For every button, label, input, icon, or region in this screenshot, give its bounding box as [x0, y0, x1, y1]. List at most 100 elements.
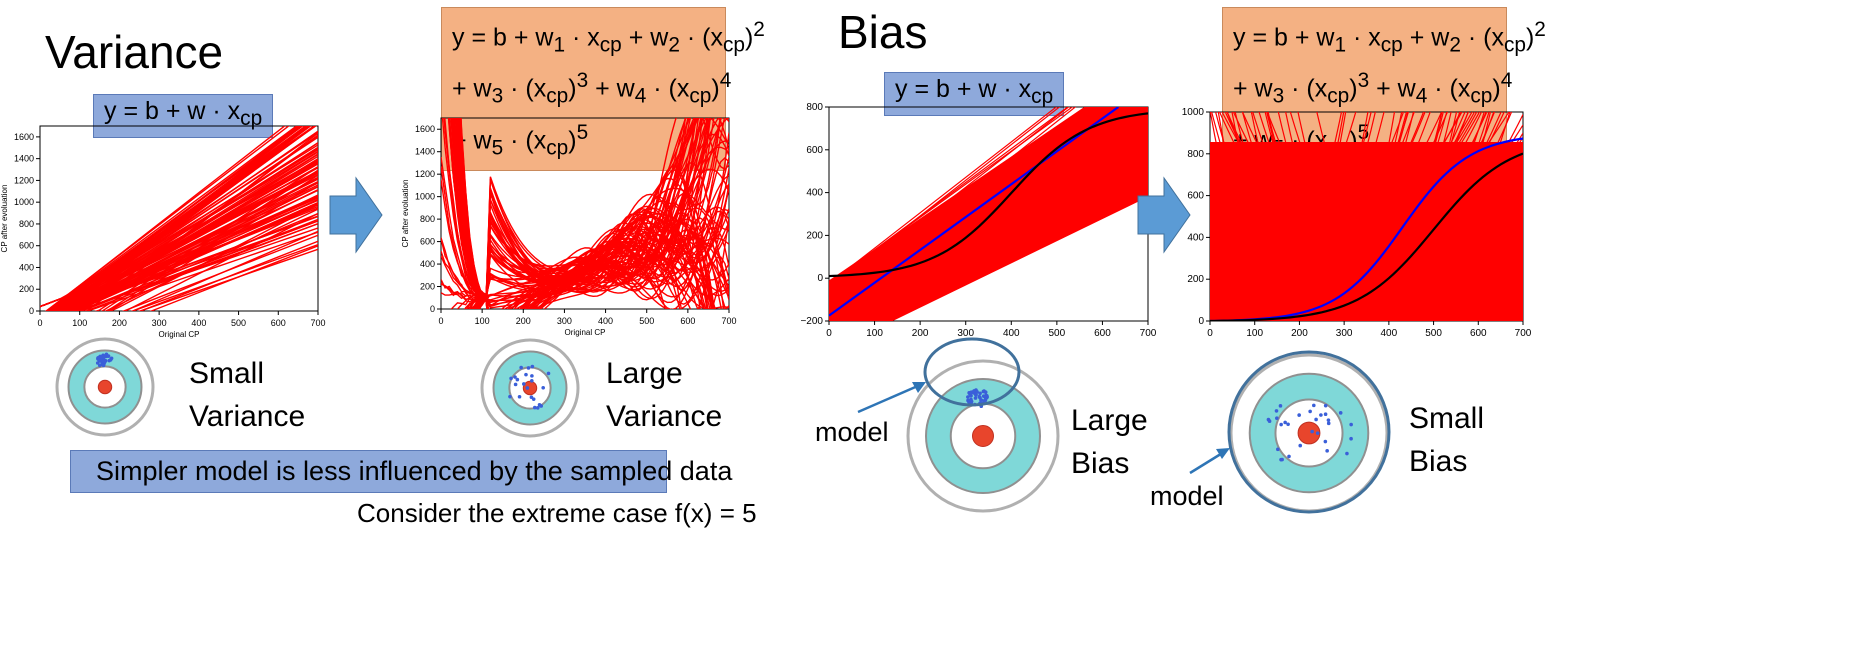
x-tick-label: 700 — [721, 316, 736, 326]
fit-line — [829, 123, 1148, 299]
y-tick-label: 0 — [817, 273, 823, 284]
fit-line — [47, 126, 308, 311]
fit-curve — [457, 118, 700, 309]
x-tick-label: 600 — [1470, 328, 1487, 339]
fit-lines — [829, 107, 1148, 321]
target-large-variance-sample-point — [525, 386, 530, 390]
fit-line — [829, 107, 1058, 285]
target-large-bias-sample-point — [967, 400, 971, 404]
y-tick-label: 400 — [1187, 232, 1204, 243]
formula-line-1: y = b + w1 · xcp + w2 · (xcp)2 — [452, 18, 765, 57]
y-tick-label: 800 — [420, 214, 435, 224]
fit-line — [829, 107, 1089, 291]
y-tick-label: 600 — [19, 241, 34, 251]
target-large-variance-sample-point — [517, 394, 522, 399]
x-tick-label: 200 — [516, 316, 531, 326]
large-bias-model-ellipse — [923, 337, 1021, 407]
y-tick-label: 1600 — [14, 132, 34, 142]
target-large-variance-sample-point — [532, 405, 537, 410]
target-small-variance-sample-point — [101, 363, 106, 368]
x-tick-label: 300 — [152, 318, 167, 328]
chart-axes: 0 100 200 300 400 500 600 700 0 200 400 600 800 1000 1… — [401, 117, 737, 337]
target-small-bias-sample-point — [1314, 417, 1318, 422]
fit-line — [107, 181, 318, 311]
fit-curve — [469, 195, 729, 309]
target-small-bias-sample-point — [1286, 422, 1290, 427]
target-small-bias-sample-point — [1280, 457, 1284, 462]
y-tick-label: 1400 — [14, 154, 34, 164]
x-tick-label: 500 — [1049, 328, 1066, 339]
target-large-bias-sample-point — [972, 389, 976, 393]
x-tick-label: 500 — [231, 318, 246, 328]
y-tick-label: 0 — [430, 304, 435, 314]
y-tick-label: 400 — [19, 262, 34, 272]
fit-line — [829, 144, 1148, 308]
y-tick-label: 1600 — [415, 124, 435, 134]
x-tick-label: 200 — [112, 318, 127, 328]
fit-curve — [1210, 112, 1502, 299]
right-arrow-icon — [329, 176, 383, 254]
fit-curve — [452, 118, 687, 309]
y-tick-label: 200 — [420, 282, 435, 292]
target-large-bias-sample-point — [982, 399, 987, 403]
target-small-variance-sample-point — [107, 358, 111, 363]
target-large-bias-bullseye — [972, 425, 994, 447]
fit-line — [130, 243, 318, 311]
simpler-model-banner: Simpler model is less influenced by the … — [70, 450, 732, 493]
y-tick-label: 200 — [19, 284, 34, 294]
fit-curve — [1210, 112, 1357, 299]
target-large-variance-sample-point — [526, 366, 531, 370]
x-tick-label: 0 — [826, 328, 832, 339]
fit-curve — [476, 192, 715, 309]
target-small-bias-sample-point — [1279, 422, 1283, 427]
target-large-bias-sample-point — [969, 399, 974, 404]
fit-curve — [1289, 112, 1511, 299]
target-large-variance-sample-point — [513, 375, 517, 379]
y-tick-label: 1000 — [14, 197, 34, 207]
fit-line — [829, 161, 1148, 316]
bias-title: Bias — [838, 6, 928, 58]
fit-curve — [1221, 112, 1523, 299]
y-tick-label: 0 — [29, 306, 34, 316]
fit-line — [45, 126, 298, 311]
model-label-small-bias: model — [1150, 481, 1224, 511]
target-small-variance-sample-point — [97, 358, 101, 362]
target-small-variance-sample-point — [106, 354, 111, 358]
right-arrow-icon — [1137, 176, 1191, 254]
fit-line — [829, 154, 1148, 316]
x-tick-label: 700 — [1515, 328, 1532, 339]
fit-line — [121, 234, 318, 311]
target-small-bias-sample-point — [1323, 403, 1328, 408]
fit-line — [829, 178, 1148, 321]
x-tick-label: 500 — [1425, 328, 1442, 339]
fit-curve — [1210, 112, 1470, 299]
formula-line-2: + w3 · (xcp)3 + w4 · (xcp)4 — [1233, 69, 1513, 108]
target-small-bias-sample-point — [1315, 431, 1320, 435]
target-large-variance-sample-point — [513, 382, 518, 387]
x-tick-label: 600 — [271, 318, 286, 328]
arrow-head-icon — [912, 382, 926, 393]
target-small-bias-sample-point — [1275, 416, 1279, 421]
target-large-variance-sample-point — [529, 395, 534, 400]
fit-line — [45, 126, 286, 311]
target-large-variance-sample-point — [539, 404, 544, 408]
small-bias-model-circle — [1227, 350, 1391, 514]
target-small-bias-sample-point — [1345, 451, 1349, 456]
fit-line — [829, 132, 1148, 293]
x-tick-label: 700 — [1140, 328, 1157, 339]
y-tick-label: 1400 — [415, 147, 435, 157]
fit-line — [40, 176, 318, 308]
target-small-bias-sample-point — [1267, 419, 1272, 424]
y-tick-label: 400 — [420, 259, 435, 269]
y-tick-label: 1200 — [415, 169, 435, 179]
target-large-bias-sample-point — [968, 391, 973, 395]
target-large-variance-sample-point — [530, 374, 534, 378]
x-tick-label: 400 — [1381, 328, 1398, 339]
target-large-bias-sample-point — [974, 392, 978, 397]
simple-formula-bias: y = b + w · xcp — [884, 72, 1065, 116]
target-large-variance-sample-point — [508, 394, 512, 399]
fit-line — [829, 174, 1148, 321]
plot-frame — [39, 125, 319, 312]
fit-line — [829, 107, 1061, 288]
target-large-variance-sample-point — [530, 364, 535, 369]
